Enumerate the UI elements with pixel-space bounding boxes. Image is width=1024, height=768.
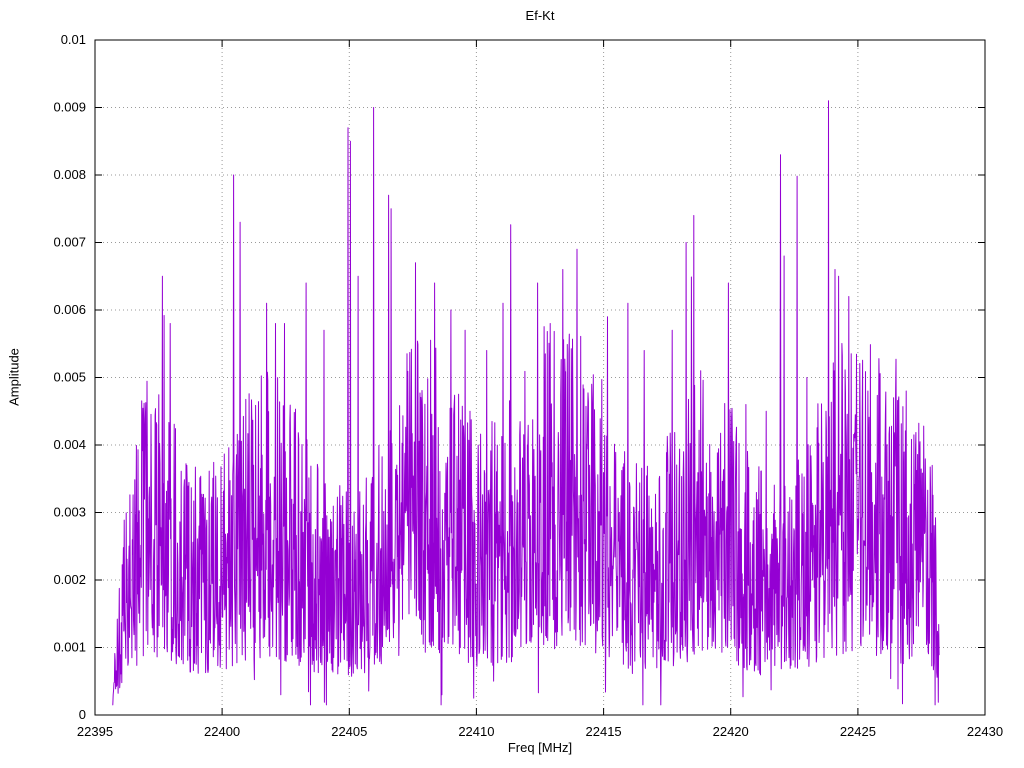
svg-text:22395: 22395 (77, 724, 113, 739)
series-line (112, 100, 940, 706)
svg-text:0.01: 0.01 (61, 32, 86, 47)
svg-text:22415: 22415 (586, 724, 622, 739)
svg-text:22430: 22430 (967, 724, 1003, 739)
chart-title: Ef-Kt (525, 8, 555, 23)
svg-text:0.006: 0.006 (53, 302, 86, 317)
svg-text:22425: 22425 (840, 724, 876, 739)
svg-text:0.008: 0.008 (53, 167, 86, 182)
svg-text:22420: 22420 (713, 724, 749, 739)
svg-text:0.004: 0.004 (53, 437, 86, 452)
svg-text:0.002: 0.002 (53, 572, 86, 587)
svg-text:0.005: 0.005 (53, 370, 86, 385)
svg-text:0.007: 0.007 (53, 235, 86, 250)
x-axis-label: Freq [MHz] (507, 740, 573, 755)
svg-text:22400: 22400 (204, 724, 240, 739)
svg-text:0: 0 (79, 707, 86, 722)
svg-text:22410: 22410 (458, 724, 494, 739)
svg-text:0.001: 0.001 (53, 640, 86, 655)
svg-text:0.009: 0.009 (53, 100, 86, 115)
svg-text:0.003: 0.003 (53, 505, 86, 520)
svg-text:22405: 22405 (331, 724, 367, 739)
